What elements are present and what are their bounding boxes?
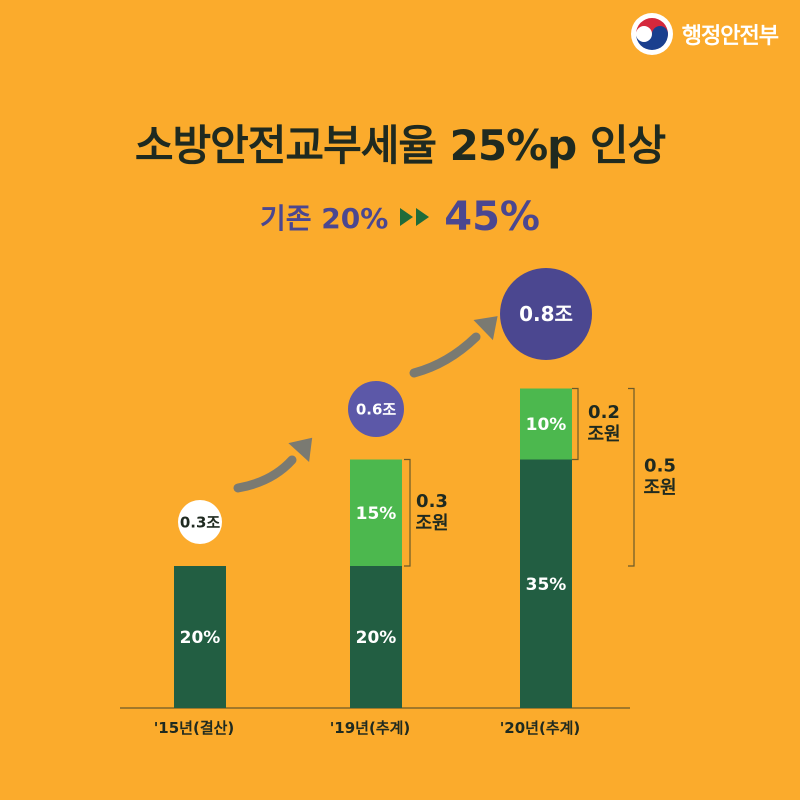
bar-value-label: 10% bbox=[526, 415, 567, 435]
growth-arrow-head bbox=[288, 437, 313, 463]
increase-unit-label: 조원 bbox=[587, 424, 620, 445]
bar-segment bbox=[520, 459, 572, 708]
x-tick-label: '20년(추계) bbox=[500, 719, 581, 737]
growth-arrow-head bbox=[473, 316, 498, 341]
taegeuk-emblem-icon bbox=[630, 13, 673, 55]
total-bubble-label: 0.6조 bbox=[356, 400, 397, 418]
bar-value-label: 20% bbox=[356, 628, 397, 648]
bar-value-label: 35% bbox=[526, 575, 567, 595]
bar-value-label: 15% bbox=[356, 504, 397, 524]
increase-unit-label: 조원 bbox=[643, 477, 676, 498]
increase-bracket bbox=[628, 387, 635, 567]
ministry-name: 행정안전부 bbox=[681, 24, 779, 49]
total-bubble bbox=[500, 268, 592, 360]
x-tick-label: '15년(결산) bbox=[154, 719, 235, 737]
bar-segment bbox=[350, 566, 402, 708]
bar-segment bbox=[174, 566, 226, 708]
increase-amount-label: 0.3 bbox=[416, 491, 448, 512]
subtitle-previous-rate: 기존 20% bbox=[259, 202, 389, 235]
x-tick-label: '19년(추계) bbox=[330, 719, 411, 737]
total-bubble-label: 0.8조 bbox=[519, 302, 573, 326]
increase-amount-label: 0.5 bbox=[644, 455, 676, 476]
subtitle-new-rate: 45% bbox=[444, 194, 541, 240]
increase-amount-label: 0.2 bbox=[588, 402, 620, 423]
page-title: 소방안전교부세율 25%p 인상 bbox=[134, 121, 666, 170]
growth-arrow bbox=[409, 332, 481, 378]
total-bubble bbox=[178, 500, 222, 544]
increase-unit-label: 조원 bbox=[415, 513, 448, 534]
subtitle: 기존 20% 45% bbox=[0, 194, 800, 240]
double-arrow-icon bbox=[400, 208, 430, 226]
bar-segment bbox=[520, 388, 572, 460]
growth-arrow bbox=[233, 455, 297, 493]
ministry-logo: 행정안전부 bbox=[630, 12, 779, 56]
total-bubble-label: 0.3조 bbox=[180, 513, 221, 531]
bar-value-label: 20% bbox=[180, 628, 221, 648]
increase-bracket bbox=[572, 387, 579, 461]
total-bubble bbox=[348, 381, 404, 437]
increase-bracket bbox=[404, 458, 411, 567]
bar-segment bbox=[350, 459, 402, 566]
